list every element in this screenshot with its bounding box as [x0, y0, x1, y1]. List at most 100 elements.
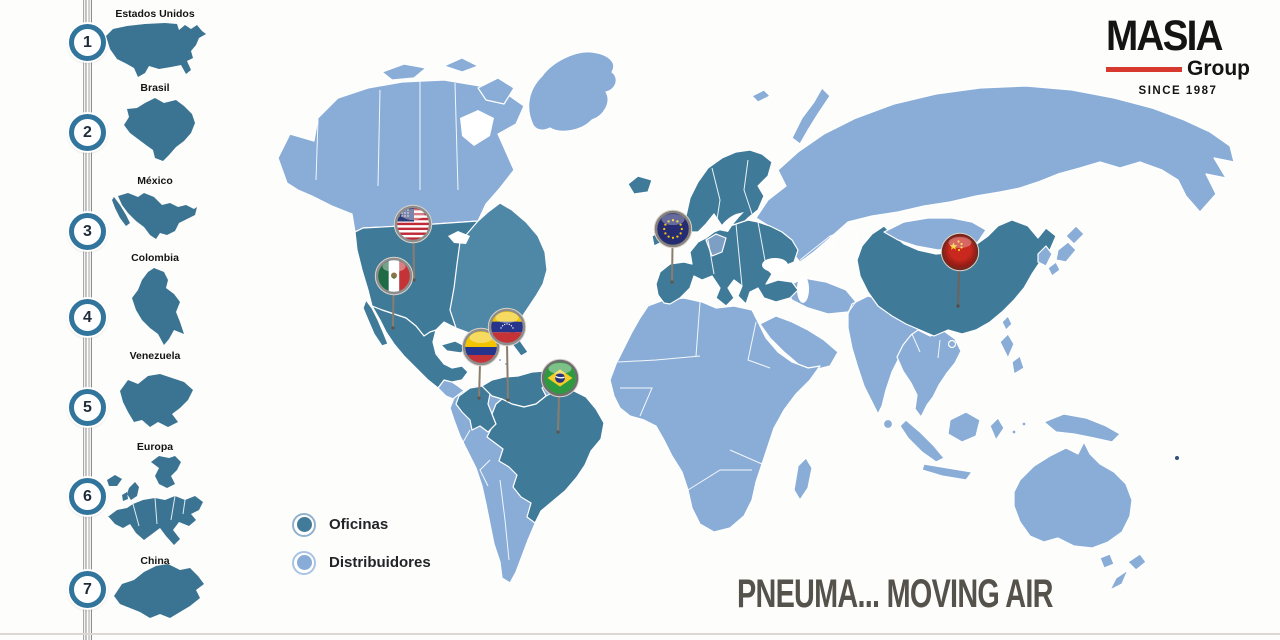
- seas: [448, 110, 809, 303]
- region-java: [921, 463, 973, 481]
- rail-number-2: 2: [69, 114, 106, 151]
- pin-brazil: [540, 358, 580, 434]
- region-moluccas: [1021, 421, 1027, 427]
- rail-number-5: 5: [69, 389, 106, 426]
- silhouette-china: [114, 564, 204, 618]
- region-japan: [1065, 225, 1085, 245]
- masia-logo: MASIA Group SINCE 1987: [1106, 12, 1250, 97]
- rail-number-2-text: 2: [83, 123, 92, 141]
- region-tasmania: [1099, 553, 1115, 569]
- pin-mexico: [374, 256, 414, 330]
- office-dot-icon: [292, 512, 316, 537]
- legend-label-oficinas: Oficinas: [329, 516, 389, 533]
- country-borders: [315, 82, 941, 561]
- region-russia-asia: [755, 85, 1235, 263]
- sidebar-label-colombia: Colombia: [131, 252, 179, 264]
- logo-brand-text: MASIA: [1106, 12, 1224, 60]
- black-sea: [762, 258, 788, 272]
- region-new-zealand: [1127, 553, 1147, 571]
- legend-label-distribuidores: Distribuidores: [329, 554, 431, 571]
- pin-venezuela: [487, 307, 527, 402]
- region-antilles: [497, 357, 503, 363]
- region-europe-mainland: [655, 219, 799, 307]
- region-baffin: [477, 77, 515, 105]
- region-philippines: [999, 333, 1015, 359]
- caspian-sea: [797, 275, 809, 303]
- region-germany: [705, 233, 727, 257]
- region-novaya-zemlya: [791, 87, 831, 145]
- mexico-flag-icon: [378, 260, 410, 292]
- silhouette-europa: [107, 456, 203, 545]
- eu-flag-icon: [657, 213, 689, 245]
- region-iran: [783, 277, 857, 315]
- region-sulawesi: [989, 417, 1005, 441]
- region-madagascar: [793, 457, 813, 501]
- rail-number-7: 7: [69, 571, 106, 608]
- region-taiwan: [1001, 315, 1013, 331]
- bottom-divider: [0, 633, 1280, 635]
- map-pins: [374, 204, 980, 434]
- logo-red-line: [1106, 66, 1182, 72]
- region-iceland: [627, 175, 653, 195]
- venezuela-flag-icon: [491, 311, 523, 343]
- rail-number-3-text: 3: [83, 222, 92, 240]
- region-svalbard: [751, 89, 771, 103]
- rail-number-3: 3: [69, 213, 106, 250]
- region-korea: [1037, 245, 1053, 267]
- region-arctic-islands: [381, 63, 427, 81]
- silhouette-colombia: [132, 268, 184, 345]
- silhouette-venezuela: [120, 374, 193, 427]
- legend: Oficinas Distribuidores: [292, 511, 431, 587]
- region-sri-lanka: [882, 418, 894, 430]
- region-hainan: [947, 339, 957, 349]
- silhouette-brasil: [124, 98, 195, 161]
- region-baja-california: [362, 299, 389, 347]
- sidebar-label-mexico: México: [137, 175, 173, 187]
- region-sumatra: [899, 419, 945, 463]
- legend-item-distribuidores: Distribuidores: [292, 549, 431, 576]
- sidebar-label-brasil: Brasil: [140, 82, 170, 94]
- pin-usa: [393, 204, 433, 282]
- sidebar-label-estados-unidos: Estados Unidos: [115, 8, 195, 20]
- rail-number-6-text: 6: [83, 487, 92, 505]
- rail-number-1-text: 1: [83, 33, 92, 51]
- rail-number-1: 1: [69, 24, 106, 61]
- colombia-flag-icon: [465, 331, 497, 363]
- sidebar-label-china: China: [140, 555, 170, 567]
- tagline: PNEUMA... MOVING AIR: [737, 572, 1053, 616]
- hudson-bay: [460, 110, 494, 146]
- brazil-flag-icon: [544, 362, 576, 394]
- region-africa: [609, 297, 821, 533]
- logo-since-text: SINCE 1987: [1138, 85, 1218, 97]
- region-japan: [1055, 241, 1077, 263]
- rail-number-4: 4: [69, 299, 106, 336]
- china-flag-icon: [944, 236, 976, 268]
- region-brazil: [486, 387, 605, 524]
- region-new-zealand: [1109, 569, 1129, 591]
- region-greenland: [528, 51, 617, 132]
- usa-flag-icon: [397, 208, 429, 240]
- pin-china: [940, 232, 980, 308]
- silhouette-mexico: [112, 193, 197, 239]
- region-australia: [1013, 441, 1133, 549]
- region-scandinavia: [685, 149, 773, 233]
- region-arabia: [759, 315, 839, 371]
- rail-number-7-text: 7: [83, 580, 92, 598]
- silhouette-estados-unidos: [106, 23, 206, 77]
- pin-eu: [653, 209, 693, 284]
- pin-colombia: [461, 327, 501, 400]
- region-japan: [1047, 261, 1061, 277]
- rail-number-4-text: 4: [83, 308, 92, 326]
- logo-group-row: Group: [1106, 57, 1250, 81]
- region-arctic-islands: [443, 57, 479, 73]
- great-lakes: [448, 231, 470, 244]
- region-venezuela: [481, 370, 551, 408]
- legend-item-oficinas: Oficinas: [292, 511, 431, 538]
- sidebar-label-venezuela: Venezuela: [129, 350, 181, 362]
- baltic-sea: [718, 212, 744, 232]
- rail-number-5-text: 5: [83, 398, 92, 416]
- region-mexico: [371, 305, 469, 389]
- rail-number-6: 6: [69, 478, 106, 515]
